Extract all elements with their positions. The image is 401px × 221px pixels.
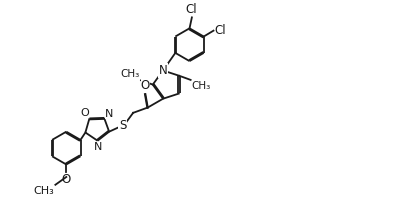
- Text: O: O: [80, 108, 89, 118]
- Text: O: O: [140, 80, 150, 92]
- Text: N: N: [159, 64, 167, 77]
- Text: CH₃: CH₃: [34, 186, 55, 196]
- Text: CH₃: CH₃: [191, 81, 210, 91]
- Text: O: O: [61, 173, 70, 186]
- Text: Cl: Cl: [185, 3, 197, 16]
- Text: Cl: Cl: [214, 24, 226, 37]
- Text: N: N: [93, 141, 101, 152]
- Text: S: S: [119, 119, 126, 132]
- Text: N: N: [104, 109, 113, 119]
- Text: CH₃: CH₃: [120, 69, 140, 79]
